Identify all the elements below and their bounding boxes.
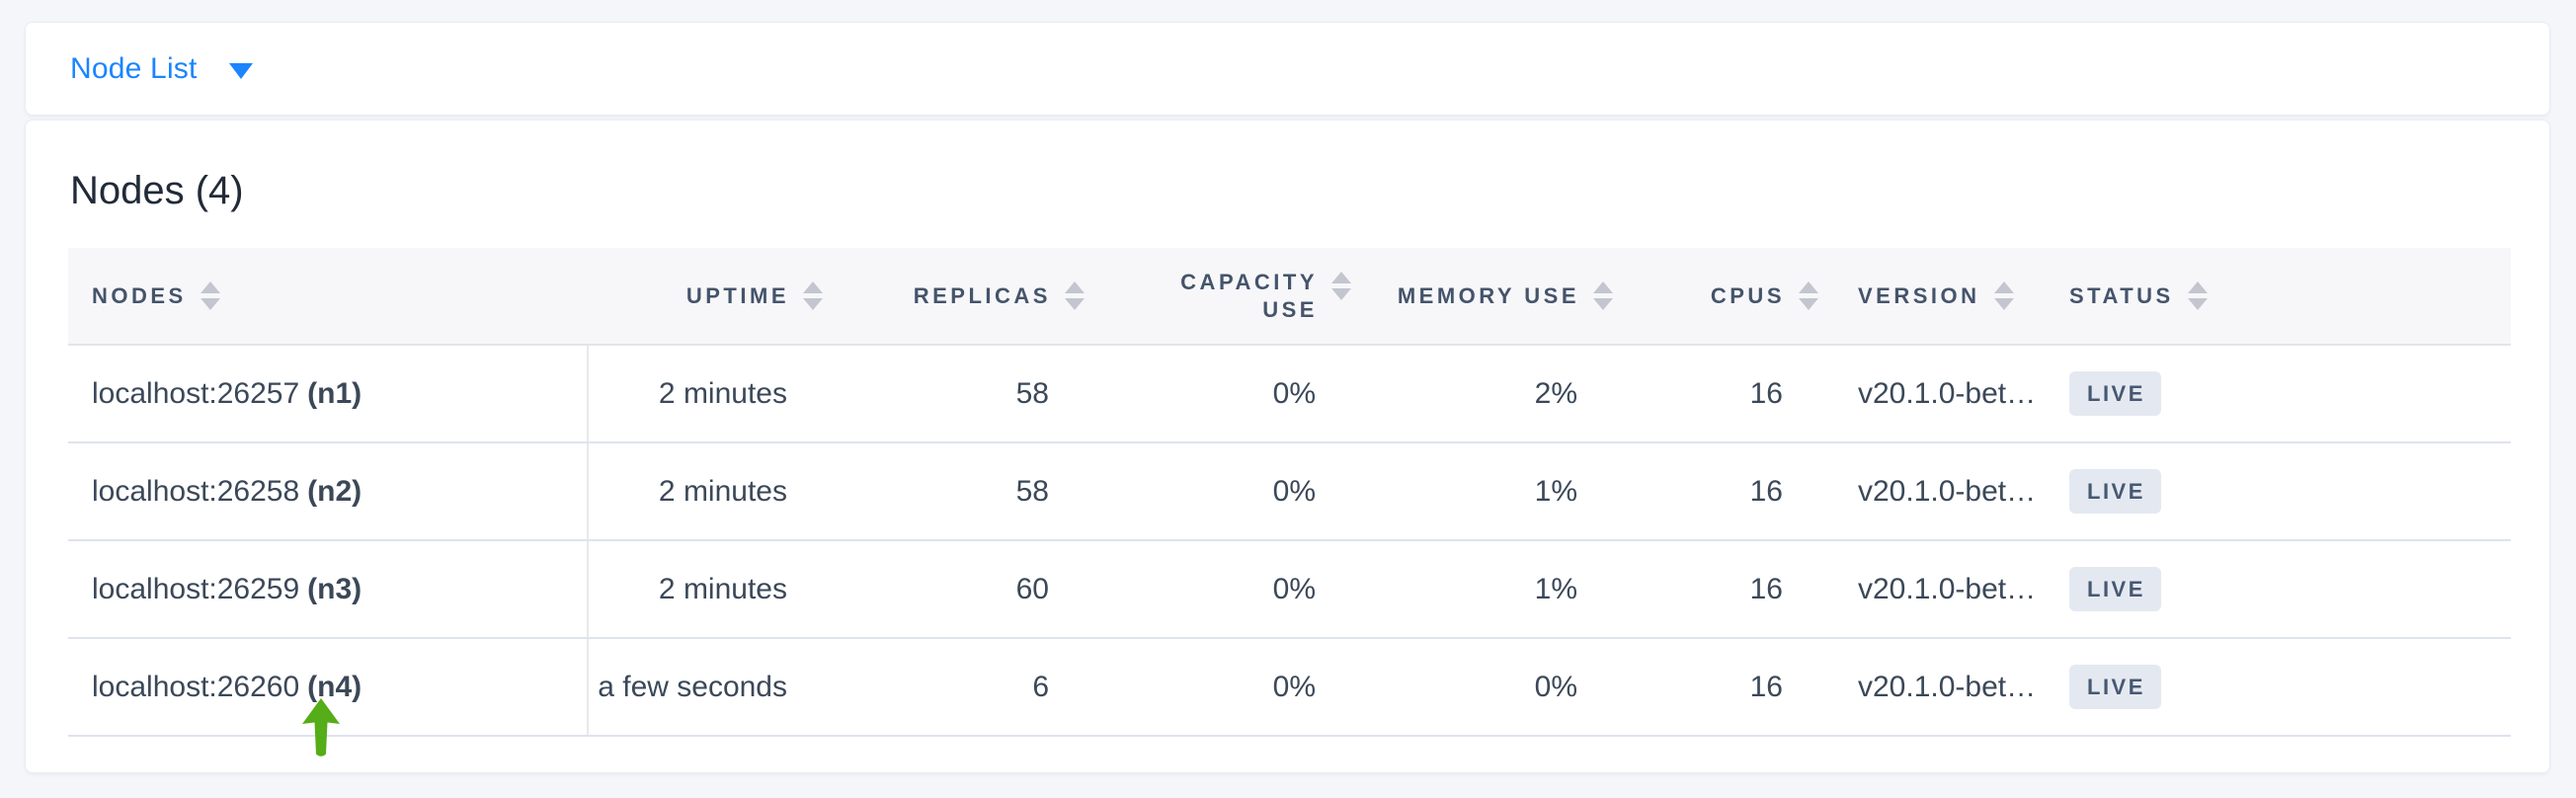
nodes-table: NODES UPTIME REPLICAS CAPACITY USE MEMOR… bbox=[68, 248, 2511, 737]
capacity-use-cell: 0% bbox=[1272, 474, 1316, 508]
node-address-link[interactable]: localhost:26259 bbox=[92, 572, 300, 605]
table-body: localhost:26257 (n1) 2 minutes 58 0% 2% … bbox=[68, 346, 2511, 737]
page-title: Nodes (4) bbox=[70, 169, 244, 212]
node-address-link[interactable]: localhost:26257 bbox=[92, 376, 300, 410]
version-cell: v20.1.0-bet… bbox=[1858, 474, 2037, 508]
table-row: localhost:26257 (n1) 2 minutes 58 0% 2% … bbox=[68, 346, 2511, 443]
cpus-cell: 16 bbox=[1749, 572, 1783, 605]
version-cell: v20.1.0-bet… bbox=[1858, 572, 2037, 605]
replicas-cell: 58 bbox=[1015, 376, 1049, 410]
memory-use-cell: 0% bbox=[1534, 670, 1577, 703]
table-header-row: NODES UPTIME REPLICAS CAPACITY USE MEMOR… bbox=[68, 248, 2511, 346]
capacity-use-cell: 0% bbox=[1272, 670, 1316, 703]
sort-icon bbox=[1593, 281, 1613, 310]
capacity-use-cell: 0% bbox=[1272, 572, 1316, 605]
sort-icon bbox=[200, 281, 220, 310]
uptime-cell: a few seconds bbox=[598, 670, 787, 703]
column-header-memory-use[interactable]: MEMORY USE bbox=[1379, 248, 1641, 344]
sort-icon bbox=[1993, 281, 2014, 310]
status-badge: LIVE bbox=[2069, 371, 2161, 416]
node-address-link[interactable]: localhost:26260 bbox=[92, 670, 300, 703]
column-header-replicas[interactable]: REPLICAS bbox=[850, 248, 1112, 344]
uptime-cell: 2 minutes bbox=[658, 572, 787, 605]
version-cell: v20.1.0-bet… bbox=[1858, 670, 2037, 703]
nodes-panel: Nodes (4) NODES UPTIME REPLICAS CAPACITY… bbox=[25, 120, 2550, 773]
node-id-label: (n2) bbox=[307, 474, 362, 508]
cpus-cell: 16 bbox=[1749, 376, 1783, 410]
column-header-capacity-use[interactable]: CAPACITY USE bbox=[1112, 248, 1379, 344]
memory-use-cell: 1% bbox=[1534, 474, 1577, 508]
node-id-label: (n1) bbox=[307, 376, 362, 410]
status-badge: LIVE bbox=[2069, 567, 2161, 611]
memory-use-cell: 1% bbox=[1534, 572, 1577, 605]
column-header-nodes[interactable]: NODES bbox=[68, 248, 589, 344]
column-header-version[interactable]: VERSION bbox=[1846, 248, 2055, 344]
column-header-uptime[interactable]: UPTIME bbox=[589, 248, 850, 344]
sort-icon bbox=[1799, 281, 1818, 310]
replicas-cell: 58 bbox=[1015, 474, 1049, 508]
capacity-use-cell: 0% bbox=[1272, 376, 1316, 410]
uptime-cell: 2 minutes bbox=[658, 376, 787, 410]
status-badge: LIVE bbox=[2069, 665, 2161, 709]
cpus-cell: 16 bbox=[1749, 474, 1783, 508]
chevron-down-icon bbox=[228, 62, 253, 79]
cpus-cell: 16 bbox=[1749, 670, 1783, 703]
sort-icon bbox=[1331, 272, 1351, 300]
replicas-cell: 60 bbox=[1015, 572, 1049, 605]
sort-icon bbox=[1065, 281, 1085, 310]
column-header-cpus[interactable]: CPUS bbox=[1641, 248, 1846, 344]
sort-icon bbox=[803, 281, 823, 310]
memory-use-cell: 2% bbox=[1534, 376, 1577, 410]
uptime-cell: 2 minutes bbox=[658, 474, 787, 508]
annotation-arrow-icon bbox=[302, 698, 340, 757]
table-row: localhost:26260 (n4) a few seconds 6 0% … bbox=[68, 639, 2511, 737]
table-row: localhost:26258 (n2) 2 minutes 58 0% 1% … bbox=[68, 443, 2511, 541]
replicas-cell: 6 bbox=[1032, 670, 1049, 703]
table-row: localhost:26259 (n3) 2 minutes 60 0% 1% … bbox=[68, 541, 2511, 639]
column-header-status[interactable]: STATUS bbox=[2055, 248, 2511, 344]
version-cell: v20.1.0-bet… bbox=[1858, 376, 2037, 410]
status-badge: LIVE bbox=[2069, 469, 2161, 514]
sort-icon bbox=[2187, 281, 2208, 310]
view-dropdown-label: Node List bbox=[70, 51, 198, 85]
node-address-link[interactable]: localhost:26258 bbox=[92, 474, 300, 508]
node-id-label: (n3) bbox=[307, 572, 362, 605]
view-dropdown[interactable]: Node List bbox=[70, 52, 253, 86]
view-selector-bar: Node List bbox=[25, 22, 2550, 116]
node-id-label: (n4) bbox=[307, 670, 362, 703]
